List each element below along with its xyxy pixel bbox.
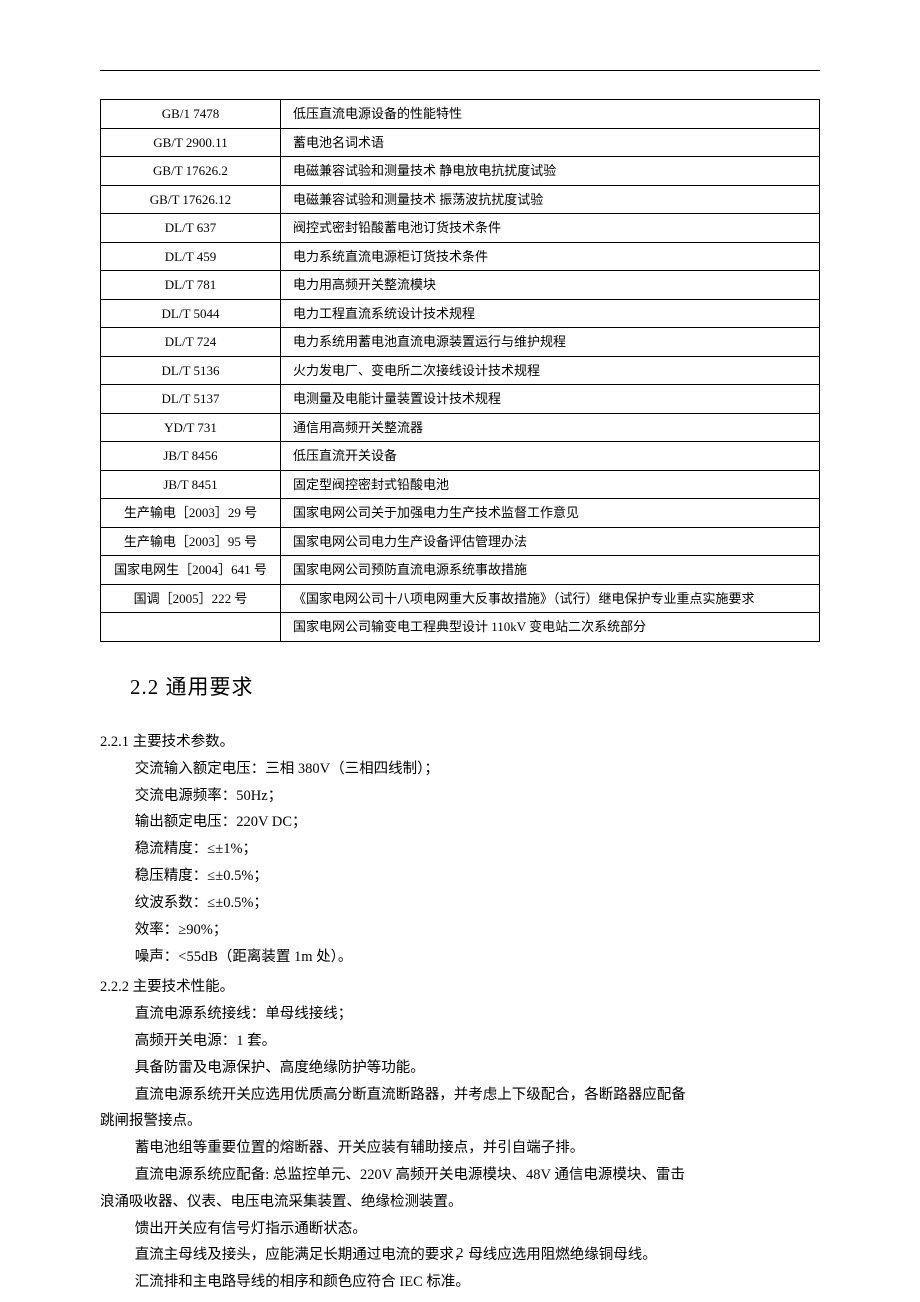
table-row: DL/T 459电力系统直流电源柜订货技术条件	[101, 242, 820, 271]
standard-desc-cell: 低压直流开关设备	[281, 442, 820, 471]
body-text: 2.2.1 主要技术参数。 交流输入额定电压：三相 380V（三相四线制）；交流…	[100, 729, 820, 1296]
paragraph-line: 直流电源系统接线：单母线接线；	[100, 1001, 820, 1028]
paragraph-line: 蓄电池组等重要位置的熔断器、开关应装有辅助接点，并引自端子排。	[100, 1135, 820, 1162]
standard-desc-cell: 国家电网公司电力生产设备评估管理办法	[281, 527, 820, 556]
standard-code-cell	[101, 613, 281, 642]
standard-desc-cell: 电力用高频开关整流模块	[281, 271, 820, 300]
standard-code-cell: GB/T 2900.11	[101, 128, 281, 157]
paragraph-line: 汇流排和主电路导线的相序和颜色应符合 IEC 标准。	[100, 1269, 820, 1296]
paragraph-line: 具备防雷及电源保护、高度绝缘防护等功能。	[100, 1055, 820, 1082]
standard-desc-cell: 电力系统用蓄电池直流电源装置运行与维护规程	[281, 328, 820, 357]
standard-desc-cell: 电力工程直流系统设计技术规程	[281, 299, 820, 328]
paragraph-line: 交流电源频率：50Hz；	[100, 783, 820, 810]
standard-code-cell: DL/T 5044	[101, 299, 281, 328]
standard-code-cell: DL/T 459	[101, 242, 281, 271]
table-row: DL/T 5137电测量及电能计量装置设计技术规程	[101, 385, 820, 414]
table-row: JB/T 8451固定型阀控密封式铅酸电池	[101, 470, 820, 499]
paragraph-line: 直流电源系统应配备: 总监控单元、220V 高频开关电源模块、48V 通信电源模…	[100, 1162, 820, 1189]
table-row: DL/T 637阀控式密封铅酸蓄电池订货技术条件	[101, 214, 820, 243]
table-row: DL/T 781电力用高频开关整流模块	[101, 271, 820, 300]
standard-desc-cell: 国家电网公司输变电工程典型设计 110kV 变电站二次系统部分	[281, 613, 820, 642]
section-heading: 2.2 通用要求	[130, 672, 820, 704]
table-row: 国家电网生［2004］641 号国家电网公司预防直流电源系统事故措施	[101, 556, 820, 585]
standard-desc-cell: 火力发电厂、变电所二次接线设计技术规程	[281, 356, 820, 385]
standard-desc-cell: 低压直流电源设备的性能特性	[281, 100, 820, 129]
standard-desc-cell: 国家电网公司关于加强电力生产技术监督工作意见	[281, 499, 820, 528]
paragraph-line: 稳流精度：≤±1%；	[100, 836, 820, 863]
standard-code-cell: GB/T 17626.12	[101, 185, 281, 214]
standard-code-cell: GB/1 7478	[101, 100, 281, 129]
table-row: YD/T 731通信用高频开关整流器	[101, 413, 820, 442]
paragraph-line: 噪声：<55dB（距离装置 1m 处）。	[100, 944, 820, 971]
paragraph-line: 输出额定电压：220V DC；	[100, 809, 820, 836]
standard-desc-cell: 电力系统直流电源柜订货技术条件	[281, 242, 820, 271]
standard-desc-cell: 固定型阀控密封式铅酸电池	[281, 470, 820, 499]
paragraph-line: 高频开关电源：1 套。	[100, 1028, 820, 1055]
standard-code-cell: JB/T 8456	[101, 442, 281, 471]
table-row: GB/T 17626.12电磁兼容试验和测量技术 振荡波抗扰度试验	[101, 185, 820, 214]
standard-code-cell: JB/T 8451	[101, 470, 281, 499]
standard-code-cell: DL/T 637	[101, 214, 281, 243]
paragraph-line: 浪涌吸收器、仪表、电压电流采集装置、绝缘检测装置。	[100, 1189, 820, 1216]
paragraph-line: 馈出开关应有信号灯指示通断状态。	[100, 1216, 820, 1243]
standard-code-cell: DL/T 724	[101, 328, 281, 357]
paragraph-line: 跳闸报警接点。	[100, 1108, 820, 1135]
standard-desc-cell: 蓄电池名词术语	[281, 128, 820, 157]
paragraph-line: 纹波系数：≤±0.5%；	[100, 890, 820, 917]
standard-code-cell: 生产输电［2003］29 号	[101, 499, 281, 528]
standard-desc-cell: 阀控式密封铅酸蓄电池订货技术条件	[281, 214, 820, 243]
standards-table: GB/1 7478低压直流电源设备的性能特性GB/T 2900.11蓄电池名词术…	[100, 99, 820, 642]
standard-desc-cell: 电测量及电能计量装置设计技术规程	[281, 385, 820, 414]
standard-code-cell: DL/T 5136	[101, 356, 281, 385]
table-row: DL/T 5136火力发电厂、变电所二次接线设计技术规程	[101, 356, 820, 385]
paragraph-line: 稳压精度：≤±0.5%；	[100, 863, 820, 890]
standard-code-cell: 生产输电［2003］95 号	[101, 527, 281, 556]
table-row: GB/1 7478低压直流电源设备的性能特性	[101, 100, 820, 129]
standard-code-cell: GB/T 17626.2	[101, 157, 281, 186]
sub-heading-221: 2.2.1 主要技术参数。	[100, 729, 820, 756]
table-row: GB/T 2900.11蓄电池名词术语	[101, 128, 820, 157]
standard-desc-cell: 国家电网公司预防直流电源系统事故措施	[281, 556, 820, 585]
table-row: 生产输电［2003］95 号国家电网公司电力生产设备评估管理办法	[101, 527, 820, 556]
page-number: 2	[0, 1243, 920, 1264]
table-row: 国家电网公司输变电工程典型设计 110kV 变电站二次系统部分	[101, 613, 820, 642]
table-row: 国调［2005］222 号《国家电网公司十八项电网重大反事故措施》（试行）继电保…	[101, 584, 820, 613]
standard-code-cell: DL/T 781	[101, 271, 281, 300]
paragraph-line: 直流电源系统开关应选用优质高分断直流断路器，并考虑上下级配合，各断路器应配备	[100, 1082, 820, 1109]
standard-desc-cell: 通信用高频开关整流器	[281, 413, 820, 442]
paragraph-line: 效率：≥90%；	[100, 917, 820, 944]
table-row: DL/T 5044电力工程直流系统设计技术规程	[101, 299, 820, 328]
standard-desc-cell: 《国家电网公司十八项电网重大反事故措施》（试行）继电保护专业重点实施要求	[281, 584, 820, 613]
horizontal-rule	[100, 70, 820, 71]
standard-code-cell: 国家电网生［2004］641 号	[101, 556, 281, 585]
standard-desc-cell: 电磁兼容试验和测量技术 静电放电抗扰度试验	[281, 157, 820, 186]
table-row: JB/T 8456低压直流开关设备	[101, 442, 820, 471]
standard-desc-cell: 电磁兼容试验和测量技术 振荡波抗扰度试验	[281, 185, 820, 214]
table-row: 生产输电［2003］29 号国家电网公司关于加强电力生产技术监督工作意见	[101, 499, 820, 528]
standard-code-cell: YD/T 731	[101, 413, 281, 442]
table-row: DL/T 724电力系统用蓄电池直流电源装置运行与维护规程	[101, 328, 820, 357]
standard-code-cell: 国调［2005］222 号	[101, 584, 281, 613]
paragraph-line: 交流输入额定电压：三相 380V（三相四线制）；	[100, 756, 820, 783]
standard-code-cell: DL/T 5137	[101, 385, 281, 414]
sub-heading-222: 2.2.2 主要技术性能。	[100, 974, 820, 1001]
table-row: GB/T 17626.2电磁兼容试验和测量技术 静电放电抗扰度试验	[101, 157, 820, 186]
